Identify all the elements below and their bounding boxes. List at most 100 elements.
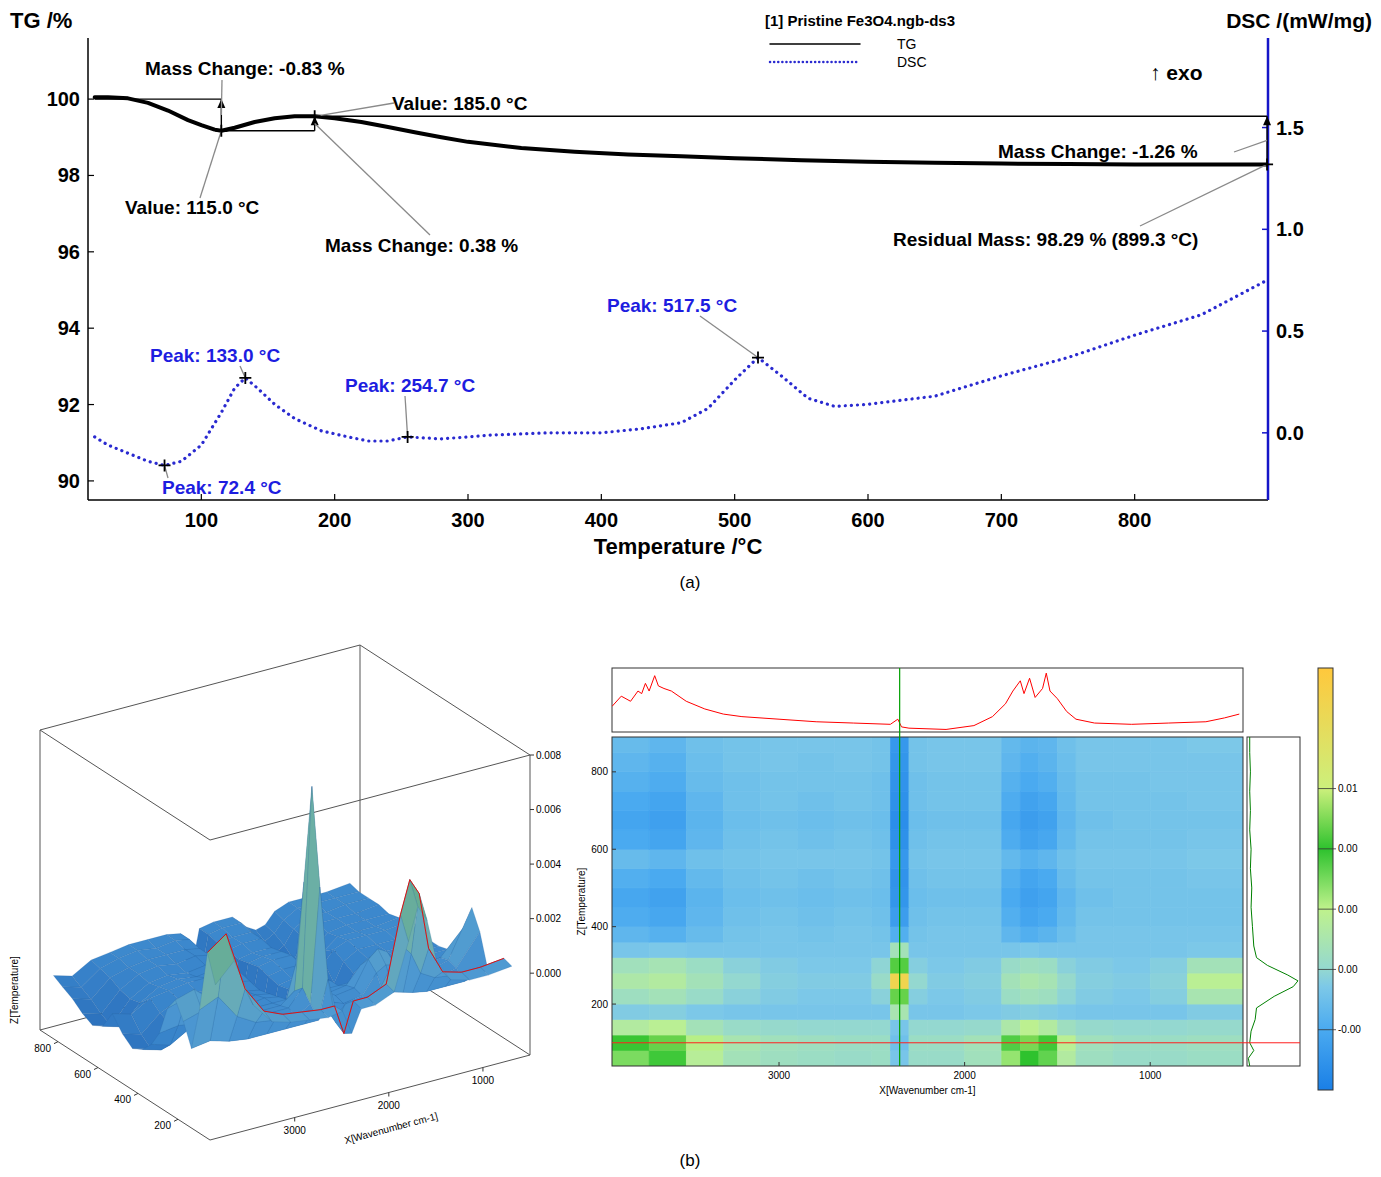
heat-cell <box>1187 791 1243 810</box>
heat-cell <box>798 907 835 926</box>
heat-cell <box>1113 942 1150 957</box>
legend-swatch <box>770 43 860 45</box>
heat-cell <box>1002 811 1021 830</box>
selected-wavenumber <box>899 668 900 1066</box>
step-level <box>95 98 222 99</box>
heatmap-frame <box>612 737 1243 1066</box>
heat-cell <box>872 888 891 907</box>
colorbar-tick-label: 0.00 <box>1338 904 1358 915</box>
heat-cell <box>1113 811 1150 830</box>
x-tick <box>964 1062 965 1066</box>
heat-cell <box>1113 1020 1150 1035</box>
y2-tick-label: 1.0 <box>1276 218 1304 240</box>
heat-cell <box>686 830 723 849</box>
y-tick <box>612 771 616 772</box>
heat-cell <box>1020 888 1039 907</box>
heat-cell <box>798 927 835 942</box>
heat-cell <box>835 791 872 810</box>
heat-cell <box>965 791 1002 810</box>
heat-cell <box>686 1051 723 1066</box>
heat-cell <box>872 1051 891 1066</box>
heat-cell <box>1002 830 1021 849</box>
heat-cell <box>1002 942 1021 957</box>
heat-cell <box>835 973 872 988</box>
heat-cell <box>928 849 965 868</box>
heat-cell <box>798 830 835 849</box>
surface-quad <box>62 987 91 999</box>
y-tick <box>134 1093 138 1095</box>
heat-cell <box>1187 1051 1243 1066</box>
x-tick-label: 600 <box>851 509 884 531</box>
heat-cell <box>965 811 1002 830</box>
surface-quad <box>207 934 234 985</box>
heat-cell <box>1187 927 1243 942</box>
box-edge <box>360 645 530 755</box>
box-edge <box>40 730 41 1030</box>
heat-cell <box>1057 737 1076 752</box>
surface-quad <box>53 976 81 988</box>
heat-cell <box>965 989 1002 1004</box>
peak-label: Peak: 517.5 °C <box>607 295 737 316</box>
x-tick-label: 3000 <box>768 1070 791 1081</box>
colorbar-tick <box>1318 1029 1336 1030</box>
heat-cell <box>649 830 686 849</box>
heat-cell <box>909 942 928 957</box>
heat-cell <box>928 1020 965 1035</box>
peak-label: Peak: 133.0 °C <box>150 345 280 366</box>
heat-cell <box>612 1020 649 1035</box>
colorbar-tick <box>1318 909 1336 910</box>
heat-cell <box>1187 958 1243 973</box>
heat-cell <box>1150 973 1187 988</box>
heat-cell <box>965 1051 1002 1066</box>
y-tick <box>54 1042 58 1044</box>
heat-cell <box>1113 830 1150 849</box>
heat-cell <box>1002 1020 1021 1035</box>
heat-cell <box>965 869 1002 888</box>
heat-cell <box>1076 752 1113 771</box>
heat-cell <box>872 927 891 942</box>
heat-cell <box>928 907 965 926</box>
heat-cell <box>909 737 928 752</box>
heat-cell <box>612 888 649 907</box>
x-tick <box>1134 494 1135 500</box>
heat-cell <box>798 849 835 868</box>
colorbar-tick-label: 0.00 <box>1338 964 1358 975</box>
box-edge <box>40 645 360 730</box>
x-axis <box>88 499 1268 501</box>
z-tick-label: 0.000 <box>536 968 561 979</box>
heat-cell <box>1039 1051 1058 1066</box>
heat-cell <box>1020 907 1039 926</box>
heat-cell <box>872 737 891 752</box>
heat-cell <box>649 942 686 957</box>
heat-cell <box>1113 752 1150 771</box>
heat-cell <box>1187 1004 1243 1019</box>
heat-cell <box>1002 752 1021 771</box>
heat-cell <box>723 958 760 973</box>
heat-cell <box>1076 973 1113 988</box>
arrow-head <box>1263 116 1271 125</box>
heat-cell <box>798 888 835 907</box>
colorbar-tick-label: 0.01 <box>1338 783 1358 794</box>
z-tick-label: 0.004 <box>536 859 561 870</box>
heat-cell <box>1150 849 1187 868</box>
heat-cell <box>965 888 1002 907</box>
heat-cell <box>909 849 928 868</box>
heat-cell <box>798 1004 835 1019</box>
heat-cell <box>760 811 797 830</box>
heat-cell <box>723 1004 760 1019</box>
heat-cell <box>760 927 797 942</box>
heat-cell <box>1057 1051 1076 1066</box>
heat-cell <box>1187 888 1243 907</box>
heat-cell <box>1113 849 1150 868</box>
heat-cell <box>686 772 723 791</box>
panel-a: 10020030040050060070080090929496981000.0… <box>10 8 1372 592</box>
heat-cell <box>872 752 891 771</box>
heat-cell <box>723 907 760 926</box>
panel-label: (b) <box>680 1151 701 1170</box>
heat-cell <box>1020 973 1039 988</box>
y2-tick-label: 0.5 <box>1276 320 1304 342</box>
heat-cell <box>1076 888 1113 907</box>
surface-quad <box>122 1034 151 1049</box>
x-tick-label: 200 <box>318 509 351 531</box>
heat-cell <box>1057 989 1076 1004</box>
